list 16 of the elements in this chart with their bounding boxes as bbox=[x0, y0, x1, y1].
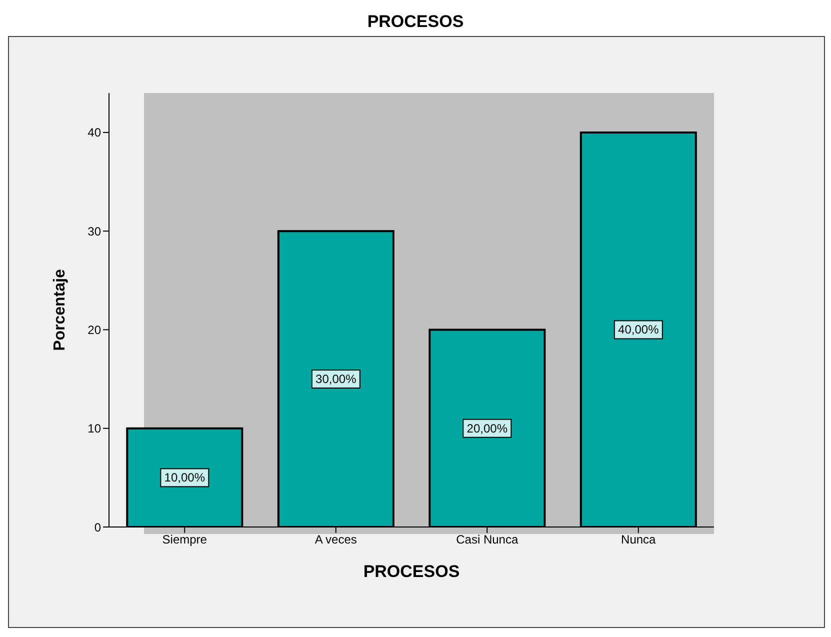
y-tick-label: 10 bbox=[88, 422, 102, 436]
data-label: 40,00% bbox=[618, 322, 660, 337]
y-tick-label: 20 bbox=[88, 322, 102, 337]
y-tick-label: 0 bbox=[94, 520, 102, 534]
data-label: 20,00% bbox=[466, 421, 508, 436]
x-tick-label: A veces bbox=[314, 532, 357, 547]
chart-title: PROCESOS bbox=[366, 11, 465, 33]
data-label: 30,00% bbox=[316, 372, 357, 386]
x-tick-label: Nunca bbox=[621, 532, 656, 547]
x-axis-title: PROCESOS bbox=[363, 562, 460, 581]
y-tick-label: 40 bbox=[88, 126, 102, 140]
y-tick-label: 30 bbox=[88, 224, 102, 238]
y-axis-title: Porcentaje bbox=[52, 268, 69, 351]
data-label: 10,00% bbox=[164, 470, 206, 485]
x-tick-label: Siempre bbox=[162, 532, 208, 547]
x-tick-label: Casi Nunca bbox=[456, 532, 518, 547]
